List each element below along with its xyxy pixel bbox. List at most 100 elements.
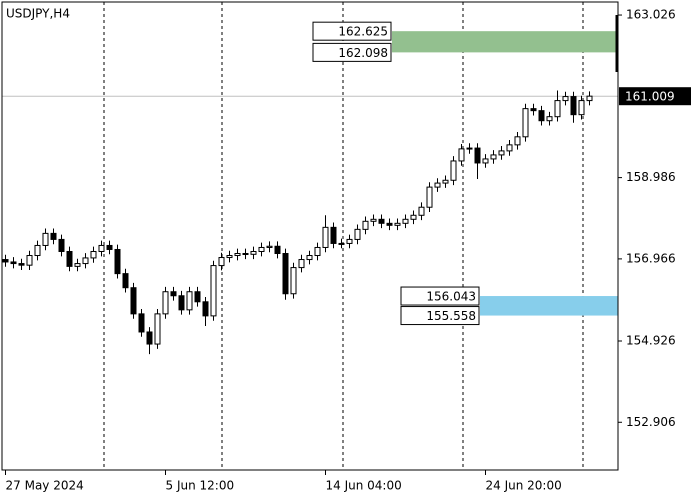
candle-body	[346, 238, 353, 244]
current-price-box	[619, 87, 691, 106]
candle-body	[114, 248, 121, 275]
candle-body	[442, 179, 449, 184]
candle-body	[498, 150, 505, 156]
candle-body	[74, 263, 81, 267]
candle-body	[322, 226, 329, 248]
candle-body	[330, 226, 337, 244]
candle-body	[162, 291, 169, 315]
candle-body	[386, 222, 393, 226]
candle-body	[266, 245, 273, 248]
zone-label: 156.043	[426, 290, 476, 304]
candle-body	[2, 259, 9, 263]
candle-body	[194, 291, 201, 303]
plot-frame	[1, 1, 619, 471]
candle-body	[210, 265, 217, 317]
candle-body	[170, 291, 177, 297]
candle-body	[546, 116, 553, 122]
zone-label: 155.558	[426, 309, 476, 323]
candle-body	[218, 257, 225, 267]
y-tick-label: 163.026	[626, 8, 676, 22]
candle-body	[562, 96, 569, 102]
candle-body	[426, 186, 433, 208]
price-zone	[480, 296, 618, 316]
candle-body	[250, 250, 257, 255]
zone-label-box	[400, 306, 480, 326]
candle-body	[570, 96, 577, 116]
current-price-label: 161.009	[625, 90, 675, 104]
x-tick-label: 27 May 2024	[6, 479, 84, 493]
candle-body	[586, 95, 593, 102]
candle-body	[58, 238, 65, 252]
y-tick-label: 152.906	[626, 415, 676, 429]
candle-body	[418, 206, 425, 216]
candle-body	[234, 253, 241, 257]
candle-body	[490, 154, 497, 160]
candle-body	[314, 246, 321, 257]
candle-body	[226, 255, 233, 259]
candle-body	[378, 218, 385, 224]
candle-body	[554, 100, 561, 118]
candle-body	[394, 222, 401, 226]
candle-body	[202, 301, 209, 317]
candle-body	[66, 250, 73, 267]
zone-label-box	[312, 42, 392, 62]
candle-body	[362, 220, 369, 230]
y-tick-label: 154.926	[626, 333, 676, 347]
candle-body	[530, 108, 537, 112]
candle-body	[186, 291, 193, 311]
candle-body	[10, 261, 17, 265]
y-tick-label: 156.966	[626, 251, 676, 265]
candle-body	[458, 148, 465, 162]
candle-body	[578, 100, 585, 116]
y-tick-label: 158.986	[626, 170, 676, 184]
price-zone	[392, 31, 618, 53]
candle-body	[370, 218, 377, 222]
candle-body	[474, 147, 481, 164]
candle-body	[34, 244, 41, 257]
candle-body	[98, 244, 105, 252]
candle-body	[82, 257, 89, 265]
candle-body	[178, 295, 185, 311]
candle-body	[90, 250, 97, 259]
candle-body	[514, 136, 521, 146]
candle-body	[538, 110, 545, 122]
chart-title: USDJPY,H4	[6, 7, 70, 21]
candle-body	[522, 108, 529, 138]
candle-body	[130, 287, 137, 315]
candle-body	[50, 232, 57, 240]
candle-body	[410, 214, 417, 220]
candle-body	[154, 313, 161, 345]
candle-body	[146, 331, 153, 345]
candle-body	[106, 244, 113, 250]
zone-label: 162.098	[338, 46, 388, 60]
x-tick-label: 5 Jun 12:00	[166, 479, 235, 493]
candle-body	[26, 255, 33, 266]
candle-body	[138, 313, 145, 333]
candle-body	[42, 232, 49, 246]
candle-body	[18, 263, 25, 266]
zone-label-box	[312, 21, 392, 41]
zone-label: 162.625	[338, 25, 388, 39]
candle-body	[338, 242, 345, 245]
candle-body	[282, 253, 289, 295]
candle-body	[122, 273, 129, 289]
time-grid	[103, 2, 584, 470]
candle-body	[290, 267, 297, 295]
candle-body	[274, 245, 281, 255]
candle-body	[402, 218, 409, 224]
candle-body	[466, 147, 473, 150]
candle-body	[306, 255, 313, 261]
candle-body	[434, 182, 441, 188]
candle-body	[354, 228, 361, 240]
candle-body	[258, 246, 265, 252]
x-tick-label: 14 Jun 04:00	[326, 479, 402, 493]
candle-body	[298, 259, 305, 269]
zone-label-box	[400, 286, 480, 306]
candle-body	[450, 160, 457, 181]
candle-body	[506, 144, 513, 152]
candle-body	[482, 158, 489, 164]
candle-body	[242, 253, 249, 256]
x-tick-label: 24 Jun 20:00	[486, 479, 562, 493]
